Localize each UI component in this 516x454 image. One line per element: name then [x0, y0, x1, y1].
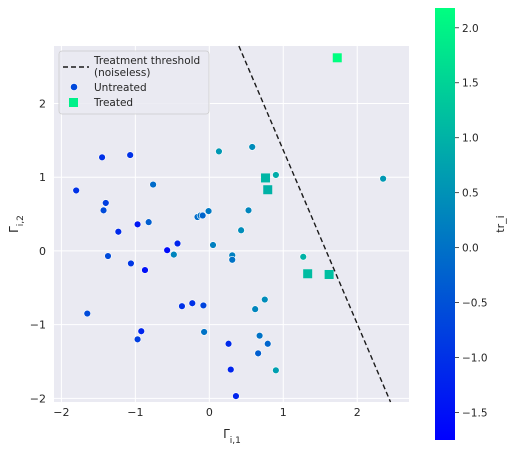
colorbar-tick-label: 0.0 [462, 243, 479, 255]
untreated-point [137, 327, 145, 335]
untreated-point [232, 392, 240, 400]
untreated-point [98, 153, 106, 161]
treated-point [324, 269, 334, 279]
colorbar-gradient [435, 8, 455, 440]
colorbar-tick-label: 2.0 [462, 23, 479, 35]
untreated-point [261, 295, 269, 304]
untreated-point [200, 328, 208, 336]
treated-point [332, 53, 342, 63]
untreated-point [251, 305, 259, 313]
colorbar-tick-label: −1.5 [462, 408, 488, 420]
untreated-point [224, 340, 233, 348]
untreated-point [133, 335, 142, 344]
legend: Treatment threshold (noiseless) Untreate… [58, 50, 210, 115]
threshold-layer [238, 45, 392, 403]
legend-threshold-label-2: (noiseless) [94, 67, 150, 79]
legend-box [58, 50, 210, 115]
untreated-point [254, 349, 262, 358]
untreated-point [104, 252, 112, 260]
untreated-point [83, 309, 91, 318]
colorbar-ticks: −1.5 −1.0 −0.5 0.0 0.5 1.0 1.5 2.0 [455, 23, 488, 420]
untreated-point [188, 299, 197, 307]
untreated-point [144, 218, 153, 226]
legend-treated-label: Treated [93, 97, 133, 109]
untreated-point [204, 207, 213, 215]
untreated-point [215, 147, 223, 156]
untreated-point [72, 186, 80, 195]
untreated-point [126, 151, 134, 159]
x-tick-label: 1 [280, 406, 287, 419]
untreated-point [272, 366, 280, 375]
colorbar-tick-label: −1.0 [462, 353, 488, 365]
untreated-point [198, 211, 207, 220]
colorbar-label: tr_i [494, 215, 507, 232]
untreated-point [264, 340, 272, 348]
untreated-point [99, 206, 108, 215]
points-layer [72, 53, 387, 400]
untreated-point [178, 302, 186, 310]
untreated-point [149, 180, 157, 189]
colorbar: −1.5 −1.0 −0.5 0.0 0.5 1.0 1.5 2.0 tr_i [435, 8, 507, 440]
untreated-point [114, 228, 123, 236]
colorbar-tick-label: −0.5 [462, 298, 488, 310]
untreated-point [379, 174, 387, 183]
y-tick-label: 1 [39, 171, 46, 184]
untreated-point [141, 266, 149, 274]
untreated-point [127, 259, 135, 268]
x-axis-label: Γi,1 [223, 427, 241, 446]
untreated-point [163, 246, 171, 254]
y-tick-label: −1 [30, 319, 46, 332]
y-tick-label: −2 [30, 392, 46, 405]
y-tick-label: 0 [39, 245, 46, 258]
untreated-point [227, 365, 235, 374]
untreated-point [173, 239, 182, 248]
untreated-point [199, 301, 208, 310]
untreated-point [299, 253, 307, 261]
colorbar-tick-label: 1.5 [462, 78, 479, 90]
tick-labels: −2 −1 0 1 2 −2 −1 0 1 2 [30, 97, 361, 419]
x-tick-label: −1 [127, 406, 143, 419]
legend-treated-marker [69, 98, 78, 107]
colorbar-tick-label: 0.5 [462, 188, 479, 200]
untreated-point [133, 220, 142, 229]
threshold-line [238, 45, 392, 403]
untreated-point [209, 241, 217, 249]
treated-point [261, 173, 271, 183]
colorbar-tick-label: 1.0 [462, 133, 479, 145]
untreated-point [255, 331, 264, 340]
x-tick-label: 2 [354, 406, 361, 419]
treated-point [303, 269, 313, 279]
x-tick-label: −2 [53, 406, 69, 419]
untreated-point [244, 206, 253, 215]
y-axis-label: Γi,2 [7, 215, 26, 233]
treated-point [263, 185, 273, 195]
untreated-point [237, 226, 245, 234]
legend-threshold-label-1: Treatment threshold [93, 55, 200, 67]
legend-untreated-marker [70, 83, 78, 91]
untreated-point [170, 250, 178, 259]
untreated-point [248, 143, 256, 151]
untreated-point [272, 171, 280, 179]
x-tick-label: 0 [206, 406, 213, 419]
legend-untreated-label: Untreated [94, 82, 147, 94]
untreated-point [228, 256, 236, 264]
untreated-point [102, 199, 110, 207]
y-tick-label: 2 [39, 97, 46, 110]
